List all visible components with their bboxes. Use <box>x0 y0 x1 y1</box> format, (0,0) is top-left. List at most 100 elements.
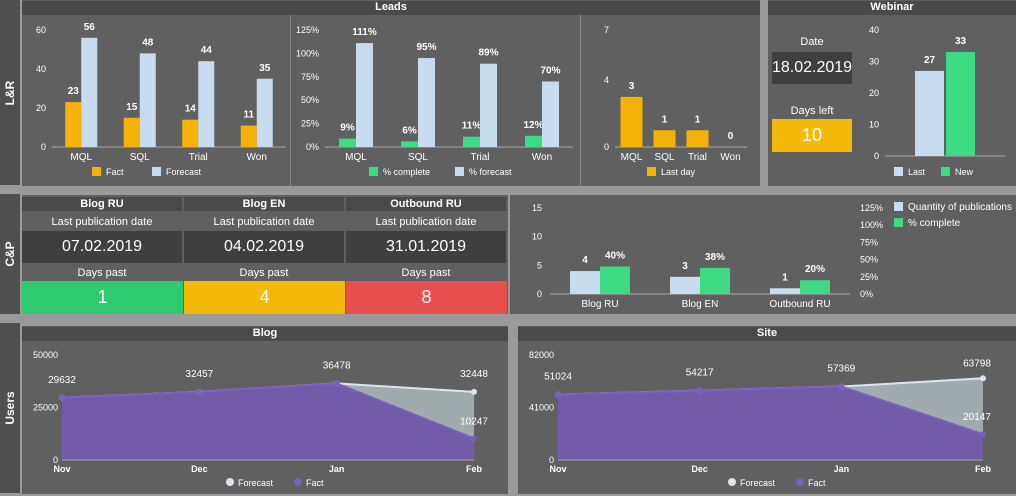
fact-point <box>333 380 340 387</box>
leads-lastday-chart: 0 4 7 3 MQL 1 SQL 1 Trial 0 Won Last day <box>604 25 747 177</box>
bar <box>525 135 542 147</box>
webinar-days-left-value: 10 <box>772 119 852 152</box>
data-label: 63798 <box>963 358 991 369</box>
x-tick-label: Jan <box>329 464 345 474</box>
y-tick-label: 25% <box>301 119 319 129</box>
y2-tick-label: 50% <box>860 255 878 265</box>
data-label: 9% <box>340 123 355 134</box>
bar <box>700 267 730 294</box>
legend-label: Last <box>908 167 926 177</box>
y-tick-label: 40 <box>869 25 879 35</box>
bar <box>542 81 559 147</box>
legend-label: % complete <box>908 218 961 229</box>
publication-title: Blog RU <box>22 197 182 211</box>
data-label: 15 <box>126 102 138 113</box>
legend-label: Quantity of publications <box>908 202 1012 213</box>
fact-line <box>557 385 984 436</box>
data-label: 10247 <box>460 416 488 427</box>
leads-percent-chart: 0% 25% 50% 75% 100% 125% 9% 111% MQL 6% 95% SQL 11% 8… <box>296 25 573 177</box>
legend-swatch <box>455 167 464 176</box>
data-label: 23 <box>68 86 80 97</box>
bar <box>770 288 800 294</box>
divider <box>290 15 291 186</box>
section-label-users: Users <box>0 323 20 493</box>
legend-swatch <box>894 167 903 176</box>
data-label: 56 <box>84 22 96 33</box>
data-label: 3 <box>682 261 688 272</box>
section-label-lr: L&R <box>0 0 20 185</box>
y-tick-label: 0 <box>549 455 554 465</box>
y-tick-label: 50% <box>301 95 319 105</box>
bar <box>653 130 676 147</box>
bar <box>620 96 643 147</box>
x-tick-label: MQL <box>345 152 367 163</box>
data-label: 48 <box>142 37 154 48</box>
x-tick-label: Trial <box>189 152 208 163</box>
data-label: 27 <box>924 55 936 66</box>
data-label: 1 <box>695 114 701 125</box>
legend-label: Last day <box>661 167 696 177</box>
fact-area <box>558 386 983 460</box>
bar <box>81 37 98 147</box>
y2-tick-label: 25% <box>860 272 878 282</box>
y-tick-label: 60 <box>36 25 46 35</box>
publication-title: Blog EN <box>184 197 344 211</box>
publication-days-label: Days past <box>239 267 289 279</box>
data-label: 0 <box>728 131 734 142</box>
x-tick-label: Trial <box>470 152 489 163</box>
x-tick-label: Nov <box>549 464 566 474</box>
bar <box>686 130 709 147</box>
x-tick-label: Dec <box>691 464 708 474</box>
leads-count-chart: 0 20 40 60 23 56 MQL 15 48 SQL 14 44 Trial 11 35 Won Fac… <box>36 22 286 177</box>
legend-swatch <box>728 478 736 486</box>
y-tick-label: 20 <box>869 88 879 98</box>
site-area-chart: 0 41000 82000 Nov Dec Jan Feb 51024 54217 57369 63… <box>529 350 992 488</box>
bar <box>418 58 435 147</box>
x-tick-label: MQL <box>621 152 643 163</box>
blog-area-chart: 0 25000 50000 Nov Dec Jan Feb 29632 32457 36478 32… <box>33 350 488 488</box>
bar <box>139 53 156 147</box>
data-label: 32448 <box>460 369 488 380</box>
fact-point <box>980 431 986 438</box>
y-tick-label: 0 <box>604 142 609 152</box>
legend-swatch <box>894 218 903 227</box>
x-tick-label: Jan <box>834 464 850 474</box>
x-tick-label: Feb <box>975 464 992 474</box>
y-tick-label: 20 <box>36 103 46 113</box>
legend-label: Forecast <box>166 167 202 177</box>
data-label: 3 <box>629 81 635 92</box>
bar <box>600 266 630 294</box>
blog-header: Blog <box>22 327 508 341</box>
y-tick-label: 7 <box>604 25 609 35</box>
bar <box>570 271 600 294</box>
y-tick-label: 0 <box>537 289 542 299</box>
data-label: 1 <box>662 114 668 125</box>
data-label: 35 <box>259 63 271 74</box>
legend-swatch <box>941 167 950 176</box>
bar <box>356 43 373 147</box>
y-tick-label: 0 <box>41 142 46 152</box>
bar <box>800 280 830 294</box>
forecast-point <box>471 388 477 395</box>
bar <box>915 70 944 156</box>
x-tick-label: Nov <box>53 464 70 474</box>
data-label: 32457 <box>185 369 213 380</box>
y-tick-label: 125% <box>296 25 319 35</box>
data-label: 51024 <box>544 372 572 383</box>
y-tick-label: 10 <box>869 120 879 130</box>
x-tick-label: MQL <box>70 152 92 163</box>
data-label: 11% <box>462 121 482 132</box>
fact-point <box>471 435 477 442</box>
x-tick-label: Won <box>247 152 267 163</box>
bar <box>480 63 497 147</box>
x-tick-label: Won <box>532 152 552 163</box>
publication-date-label: Last publication date <box>375 216 477 228</box>
data-label: 20147 <box>963 412 991 423</box>
y2-tick-label: 100% <box>860 220 883 230</box>
bar <box>123 117 140 147</box>
legend-label: New <box>955 167 974 177</box>
x-tick-label: Dec <box>191 464 208 474</box>
x-tick-label: Blog RU <box>581 299 618 310</box>
x-tick-label: SQL <box>654 152 674 163</box>
data-label: 70% <box>540 65 560 76</box>
